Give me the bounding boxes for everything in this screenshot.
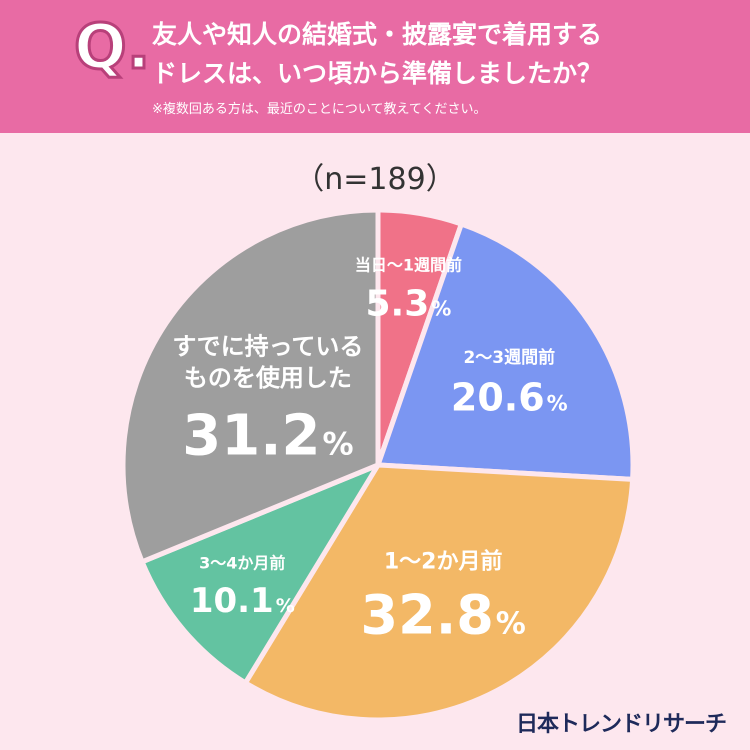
question-line-2: ドレスは、いつ頃から準備しましたか？ [152, 59, 603, 88]
slice-value-2: 20.6% [451, 375, 568, 419]
question-mark: Q. [72, 10, 151, 83]
slice-label-1: 当日〜1週間前 5.3% [355, 256, 462, 325]
slice-value-5: 31.2% [182, 404, 353, 469]
slice-name-1: 当日〜1週間前 [355, 256, 462, 275]
slice-value-4: 10.1% [190, 581, 295, 621]
slice-name-2: 2〜3週間前 [463, 347, 555, 368]
pie-slice-5 [120, 207, 381, 565]
slice-name-5-2: ものを使用した [184, 364, 352, 392]
pie-slice-4 [139, 462, 381, 686]
slice-label-4: 3〜4か月前 10.1% [190, 554, 295, 621]
question-line-1: 友人や知人の結婚式・披露宴で着用する [152, 20, 603, 49]
slice-value-1: 5.3% [365, 284, 451, 325]
slice-name-3: 1〜2か月前 [384, 549, 503, 575]
pie-slice-3 [242, 462, 636, 723]
slice-name-4: 3〜4か月前 [199, 554, 285, 573]
question-note: ※複数回ある方は、最近のことについて教えてください。 [152, 102, 487, 117]
sample-size: （n=189） [294, 162, 456, 197]
brand-logo: 日本トレンドリサーチ [515, 712, 727, 737]
question-header: Q. 友人や知人の結婚式・披露宴で着用する ドレスは、いつ頃から準備しましたか？… [0, 0, 750, 133]
slice-value-3: 32.8% [361, 584, 526, 647]
slice-name-5-1: すでに持っている [172, 333, 363, 361]
slice-label-3: 1〜2か月前 32.8% [361, 549, 526, 647]
slice-label-2: 2〜3週間前 20.6% [451, 347, 568, 419]
pie-slice-2 [375, 221, 636, 482]
